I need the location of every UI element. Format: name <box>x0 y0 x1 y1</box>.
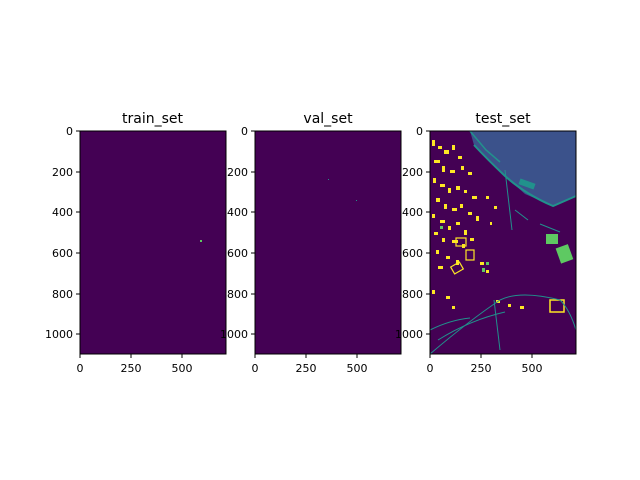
x-tick-label: 250 <box>471 362 492 375</box>
y-tick-label: 1000 <box>45 328 73 341</box>
x-tick-label: 250 <box>296 362 317 375</box>
axes-frame <box>254 130 402 355</box>
panel-train-set: train_set 0 200 400 600 800 1000 0 250 5… <box>45 111 354 375</box>
x-tick-label: 500 <box>522 362 543 375</box>
panel-title: val_set <box>303 111 353 127</box>
y-tick-label: 0 <box>416 125 423 138</box>
road-network <box>429 169 577 355</box>
val-pixel <box>356 200 357 201</box>
y-tick-label: 600 <box>227 247 248 260</box>
x-tick-label: 0 <box>427 362 434 375</box>
y-tick-label: 600 <box>52 247 73 260</box>
x-tick-label: 500 <box>172 362 193 375</box>
train-pixel <box>200 240 202 242</box>
building-outline <box>549 299 565 313</box>
y-tick-label: 400 <box>227 206 248 219</box>
train-set-image <box>80 131 226 354</box>
field-region <box>546 234 558 244</box>
y-tick-label: 200 <box>227 166 248 179</box>
val-pixel <box>328 179 329 180</box>
y-tick-label: 800 <box>227 288 248 301</box>
vegetation-patches <box>440 226 489 272</box>
axes-frame <box>79 130 227 355</box>
y-tick-label: 600 <box>402 247 423 260</box>
x-tick-label: 500 <box>347 362 368 375</box>
panel-title: test_set <box>475 111 531 127</box>
y-tick-label: 200 <box>402 166 423 179</box>
y-tick-label: 800 <box>402 288 423 301</box>
y-tick-label: 1000 <box>395 328 423 341</box>
y-tick-label: 400 <box>52 206 73 219</box>
y-tick-label: 1000 <box>220 328 248 341</box>
island-feature <box>518 178 536 190</box>
panel-val-set: val_set 0 200 400 600 800 1000 0 250 500 <box>220 111 402 375</box>
field-region <box>555 244 574 264</box>
val-set-image <box>255 131 401 354</box>
y-tick-label: 0 <box>241 125 248 138</box>
panel-test-set: test_set <box>395 111 577 375</box>
y-tick-label: 200 <box>52 166 73 179</box>
building-outlines <box>449 237 475 275</box>
river-bank <box>469 130 501 163</box>
river-region <box>470 131 576 206</box>
river-bank <box>473 144 577 208</box>
y-tick-label: 800 <box>52 288 73 301</box>
x-tick-label: 250 <box>121 362 142 375</box>
axes-frame <box>429 130 577 355</box>
y-tick-label: 400 <box>402 206 423 219</box>
x-tick-label: 0 <box>252 362 259 375</box>
x-tick-label: 0 <box>77 362 84 375</box>
y-tick-label: 0 <box>66 125 73 138</box>
panel-title: train_set <box>122 111 183 127</box>
